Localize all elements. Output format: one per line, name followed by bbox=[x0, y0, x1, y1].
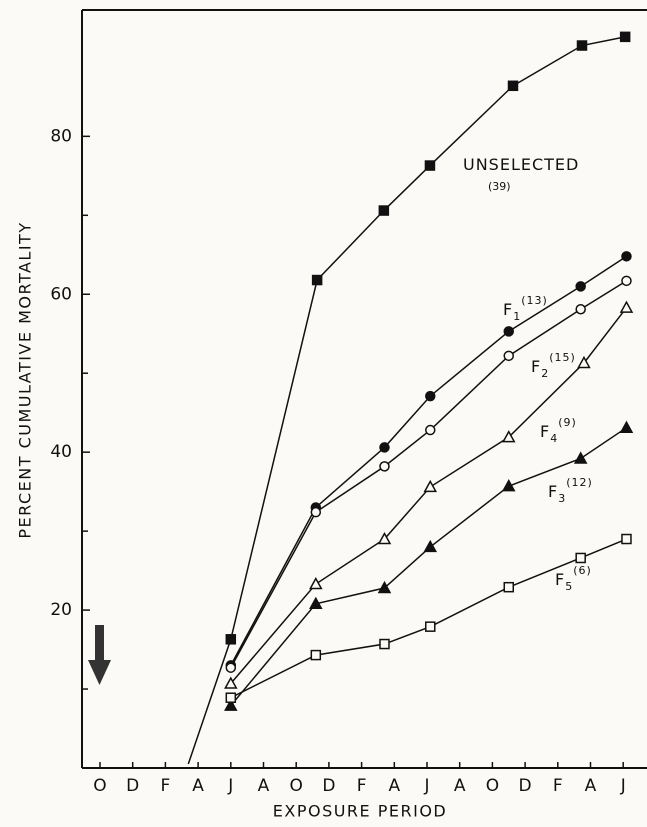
page: {"chart_data": {"type": "line", "y_label… bbox=[0, 0, 647, 827]
series-line bbox=[188, 37, 625, 764]
marker bbox=[425, 541, 436, 551]
x-tick-label: O bbox=[486, 776, 499, 796]
marker bbox=[313, 276, 322, 285]
x-tick-label: D bbox=[322, 776, 335, 796]
series: F2(15) bbox=[226, 276, 631, 672]
x-tick-label: J bbox=[620, 776, 626, 796]
y-tick-label: 80 bbox=[50, 126, 72, 146]
marker bbox=[575, 453, 586, 463]
series-line bbox=[231, 539, 627, 698]
marker bbox=[380, 443, 389, 452]
marker bbox=[226, 635, 235, 644]
marker bbox=[226, 693, 235, 702]
series-label: F5(6) bbox=[555, 564, 592, 593]
series-label: F2(15) bbox=[531, 351, 576, 380]
x-tick-label: A bbox=[192, 776, 204, 796]
marker bbox=[425, 161, 434, 170]
marker bbox=[426, 392, 435, 401]
marker bbox=[379, 206, 388, 215]
marker bbox=[226, 663, 235, 672]
marker bbox=[576, 282, 585, 291]
x-tick-label: D bbox=[126, 776, 139, 796]
marker bbox=[621, 302, 632, 312]
y-tick-label: 60 bbox=[50, 284, 72, 304]
series-name: F bbox=[503, 300, 513, 319]
marker bbox=[621, 422, 632, 432]
x-tick-label: F bbox=[161, 776, 171, 796]
series-superscript: (9) bbox=[558, 416, 577, 429]
marker bbox=[504, 351, 513, 360]
series-superscript: (13) bbox=[521, 294, 548, 307]
series-line bbox=[231, 281, 627, 668]
marker bbox=[576, 305, 585, 314]
marker bbox=[426, 426, 435, 435]
series-subscript: 5 bbox=[565, 580, 573, 593]
x-tick-label: A bbox=[388, 776, 400, 796]
y-tick-label: 40 bbox=[50, 442, 72, 462]
marker bbox=[310, 579, 321, 589]
series-name: F bbox=[555, 570, 565, 589]
x-tick-label: A bbox=[585, 776, 597, 796]
marker bbox=[622, 252, 631, 261]
marker bbox=[504, 327, 513, 336]
series-name: F bbox=[540, 422, 550, 441]
x-tick-label: J bbox=[423, 776, 429, 796]
marker bbox=[504, 583, 513, 592]
series-label: F4(9) bbox=[540, 416, 577, 445]
series-superscript: (12) bbox=[566, 476, 593, 489]
y-axis-label: PERCENT CUMULATIVE MORTALITY bbox=[16, 221, 35, 538]
marker bbox=[622, 276, 631, 285]
x-tick-label: A bbox=[454, 776, 466, 796]
series-label: F1(13) bbox=[503, 294, 548, 323]
marker bbox=[311, 508, 320, 517]
series-note: (39) bbox=[488, 180, 511, 193]
x-tick-label: F bbox=[357, 776, 367, 796]
series-subscript: 1 bbox=[513, 310, 521, 323]
series-subscript: 4 bbox=[550, 432, 558, 445]
x-tick-label: D bbox=[519, 776, 532, 796]
x-axis-label: EXPOSURE PERIOD bbox=[273, 802, 448, 821]
series-name: UNSELECTED bbox=[463, 155, 579, 174]
marker bbox=[509, 81, 518, 90]
series-superscript: (6) bbox=[573, 564, 592, 577]
x-tick-label: O bbox=[290, 776, 303, 796]
series: F1(13) bbox=[226, 252, 631, 670]
y-tick-label: 20 bbox=[50, 600, 72, 620]
series-subscript: 3 bbox=[558, 492, 566, 505]
series-subscript: 2 bbox=[541, 367, 549, 380]
series-label: F3(12) bbox=[548, 476, 593, 505]
x-tick-label: A bbox=[258, 776, 270, 796]
marker bbox=[311, 651, 320, 660]
series-label: UNSELECTED bbox=[463, 155, 579, 174]
series-name: F bbox=[531, 357, 541, 376]
series-line bbox=[231, 428, 627, 706]
arrow bbox=[88, 625, 111, 685]
marker bbox=[577, 41, 586, 50]
series-superscript: (15) bbox=[549, 351, 576, 364]
marker bbox=[621, 32, 630, 41]
x-tick-label: F bbox=[553, 776, 563, 796]
x-tick-label: O bbox=[93, 776, 106, 796]
marker bbox=[380, 640, 389, 649]
marker bbox=[425, 481, 436, 491]
marker bbox=[380, 462, 389, 471]
series-name: F bbox=[548, 482, 558, 501]
chart: PERCENT CUMULATIVE MORTALITY EXPOSURE PE… bbox=[0, 0, 647, 827]
marker bbox=[622, 535, 631, 544]
series: UNSELECTED (39) bbox=[188, 32, 629, 764]
x-tick-label: J bbox=[227, 776, 233, 796]
marker bbox=[576, 553, 585, 562]
marker bbox=[426, 622, 435, 631]
marker bbox=[503, 481, 514, 491]
